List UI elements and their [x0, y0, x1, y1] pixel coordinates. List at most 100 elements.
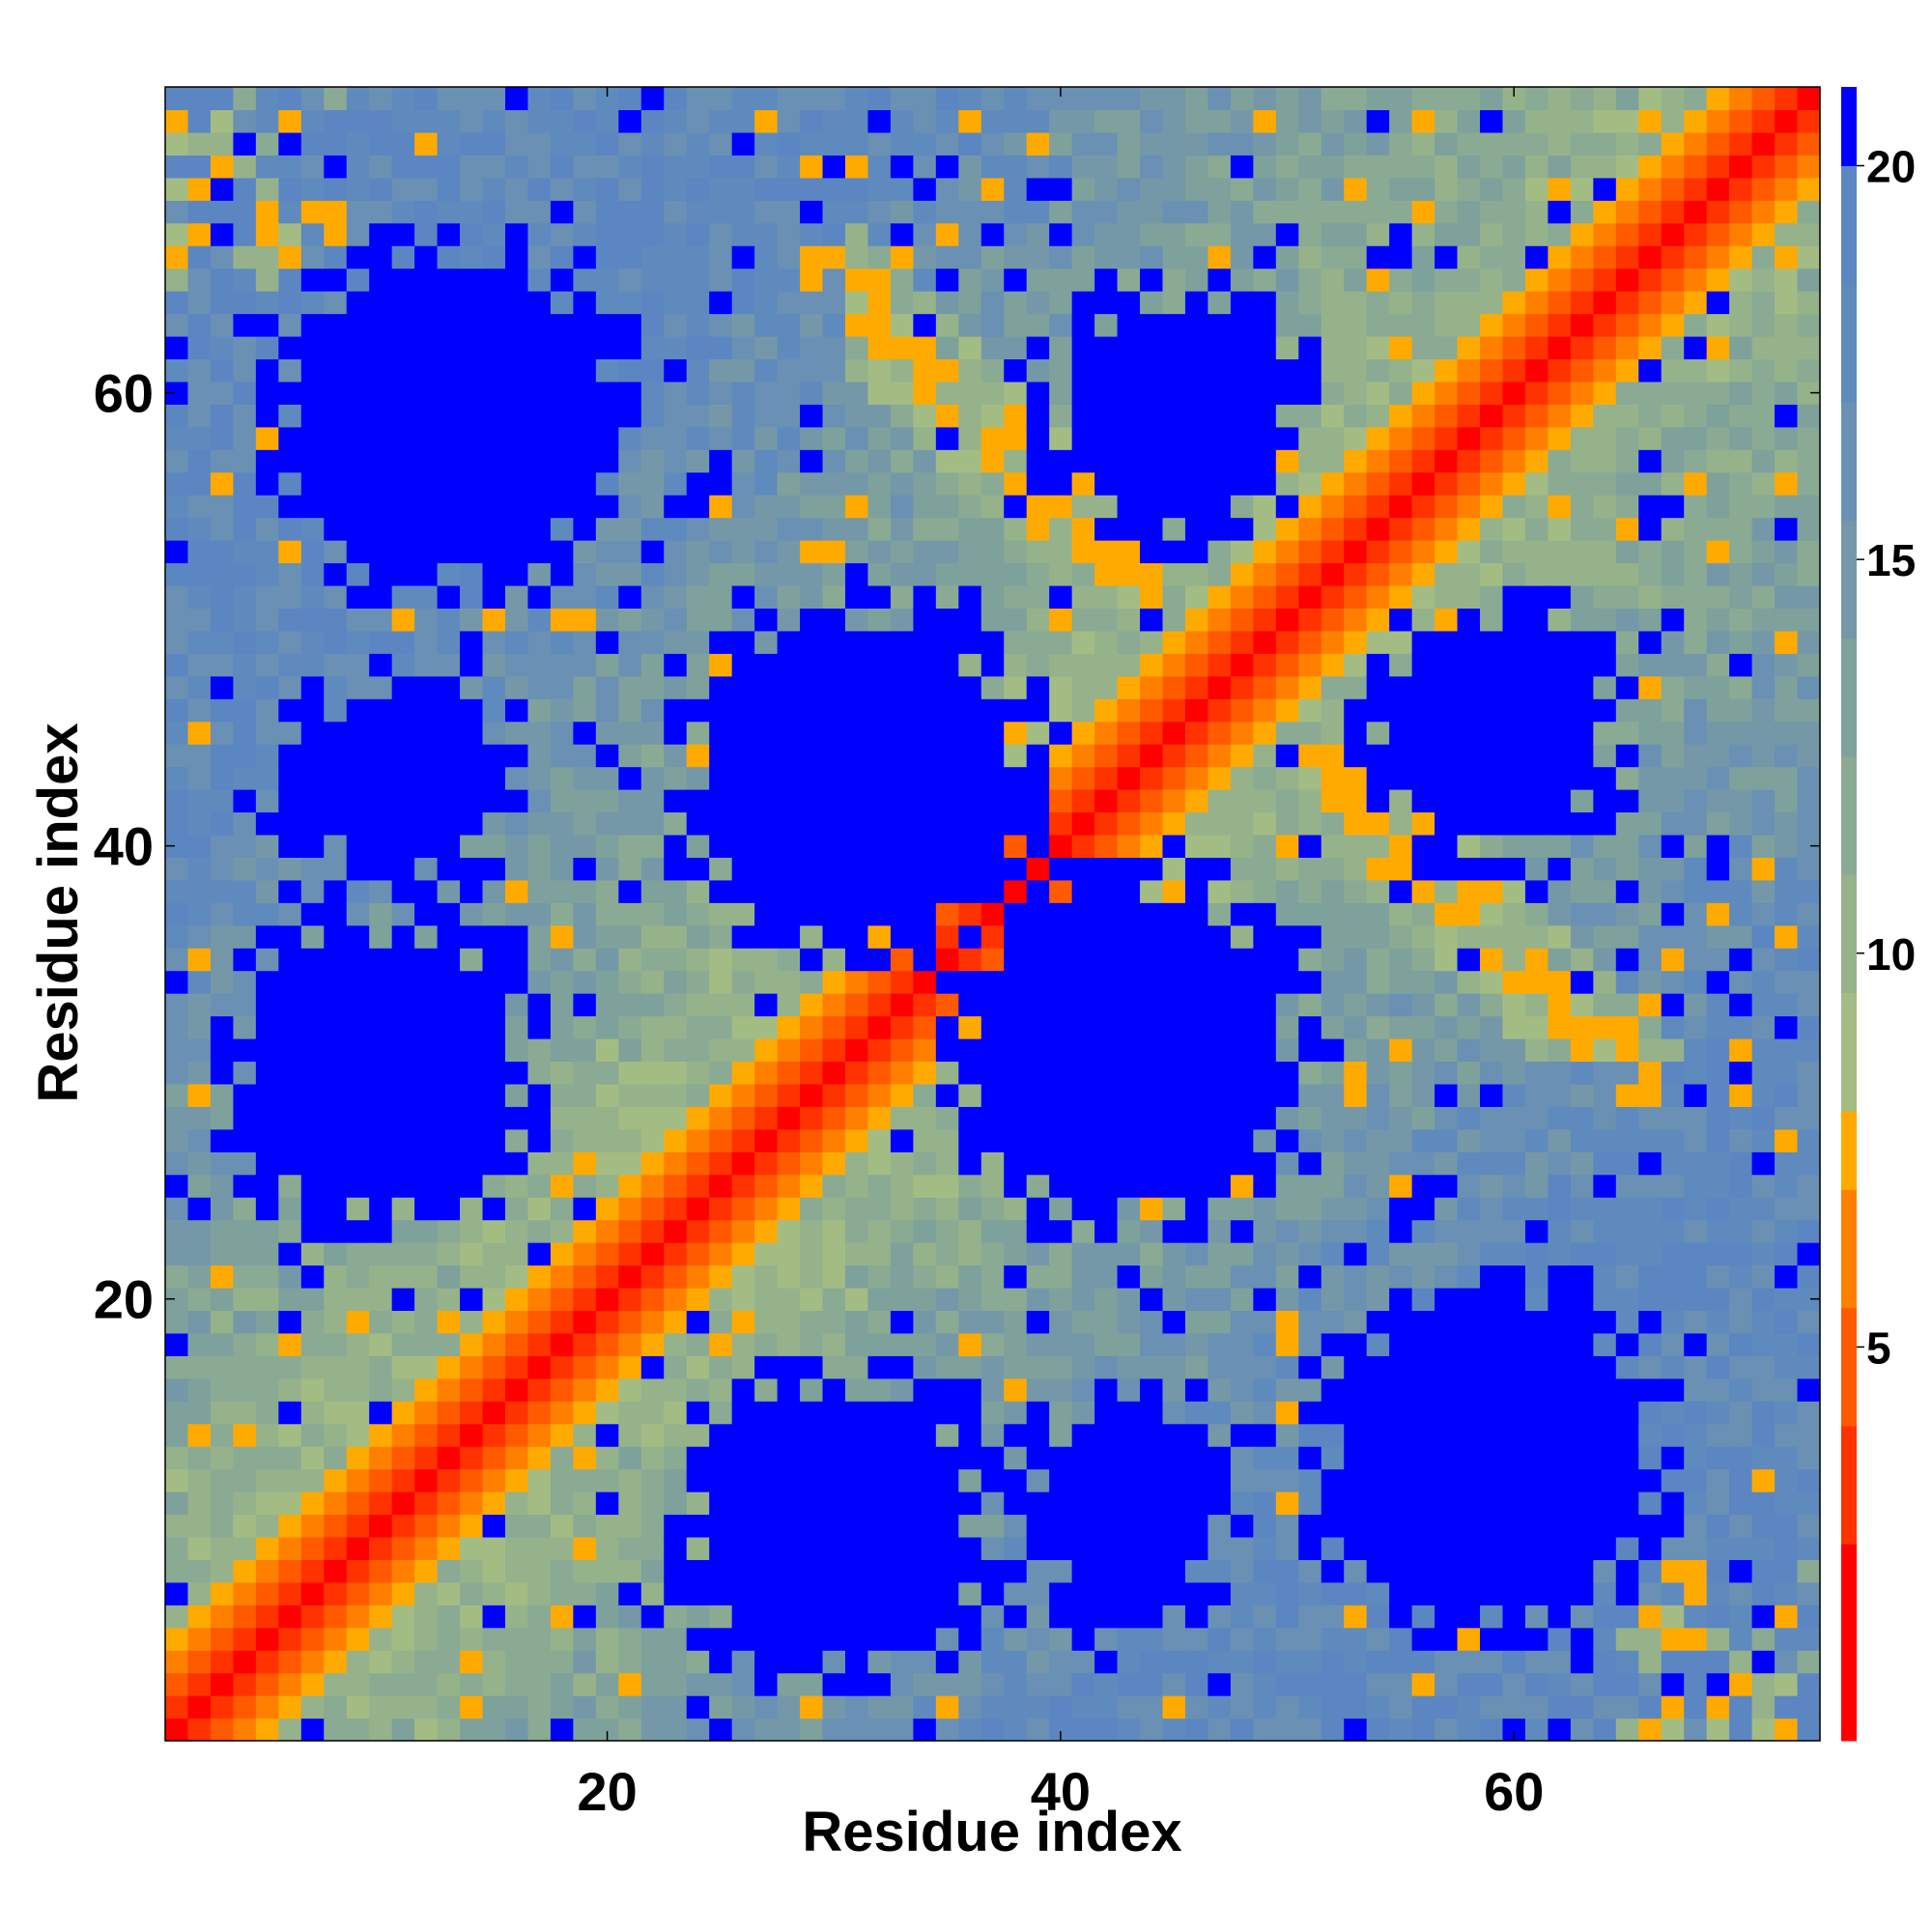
heatmap-cell — [1275, 970, 1299, 994]
heatmap-cell — [1684, 630, 1708, 654]
heatmap-cell — [1524, 562, 1549, 586]
heatmap-cell — [844, 245, 869, 270]
heatmap-cell — [1366, 471, 1390, 496]
heatmap-cell — [1230, 902, 1254, 926]
heatmap-cell — [777, 131, 801, 156]
heatmap-cell — [1638, 789, 1662, 813]
heatmap-cell — [1049, 1423, 1073, 1447]
heatmap-cell — [1253, 721, 1277, 745]
heatmap-cell — [437, 495, 461, 519]
heatmap-cell — [1524, 630, 1549, 654]
heatmap-cell — [1411, 404, 1435, 428]
heatmap-cell — [686, 789, 710, 813]
heatmap-cell — [844, 721, 869, 745]
heatmap-cell — [210, 426, 234, 450]
heatmap-cell — [980, 879, 1005, 903]
heatmap-cell — [414, 381, 439, 405]
heatmap-cell — [324, 245, 348, 270]
heatmap-cell — [1570, 1514, 1594, 1538]
heatmap-cell — [1411, 495, 1435, 519]
heatmap-cell — [414, 1401, 439, 1425]
heatmap-cell — [1684, 517, 1708, 541]
heatmap-cell — [1253, 698, 1277, 723]
heatmap-cell — [346, 540, 370, 564]
heatmap-cell — [1071, 1219, 1095, 1243]
heatmap-cell — [210, 1287, 234, 1312]
heatmap-cell — [618, 1106, 642, 1130]
heatmap-cell — [867, 131, 892, 156]
heatmap-cell — [754, 313, 779, 337]
heatmap-cell — [890, 1264, 914, 1289]
heatmap-cell — [1275, 495, 1299, 519]
heatmap-cell — [1049, 1061, 1073, 1085]
heatmap-cell — [255, 1468, 279, 1492]
heatmap-cell — [1162, 517, 1186, 541]
heatmap-cell — [844, 268, 869, 292]
heatmap-cell — [573, 313, 597, 337]
heatmap-cell — [1298, 584, 1322, 609]
heatmap-cell — [210, 335, 234, 360]
heatmap-cell — [1026, 1423, 1050, 1447]
heatmap-cell — [1593, 358, 1617, 383]
heatmap-cell — [935, 426, 959, 450]
heatmap-cell — [210, 834, 234, 858]
heatmap-cell — [527, 1536, 552, 1560]
heatmap-cell — [1321, 268, 1345, 292]
heatmap-cell — [777, 495, 801, 519]
heatmap-cell — [731, 1083, 755, 1107]
heatmap-cell — [1389, 1446, 1413, 1470]
heatmap-cell — [300, 630, 325, 654]
heatmap-cell — [187, 109, 212, 133]
heatmap-cell — [1230, 811, 1254, 836]
heatmap-cell — [1049, 495, 1073, 519]
heatmap-cell — [822, 653, 846, 677]
heatmap-cell — [1230, 449, 1254, 473]
heatmap-cell — [1208, 471, 1232, 496]
heatmap-cell — [754, 1128, 779, 1152]
heatmap-cell — [844, 562, 869, 586]
heatmap-cell — [1253, 1581, 1277, 1605]
heatmap-cell — [255, 1423, 279, 1447]
heatmap-cell — [278, 87, 302, 111]
heatmap-cell — [550, 245, 574, 270]
heatmap-cell — [1524, 1718, 1549, 1742]
heatmap-cell — [777, 426, 801, 450]
heatmap-cell — [278, 1151, 302, 1176]
heatmap-cell — [664, 1581, 688, 1605]
heatmap-cell — [1638, 449, 1662, 473]
heatmap-cell — [346, 1514, 370, 1538]
heatmap-cell — [1275, 1401, 1299, 1425]
heatmap-cell — [754, 653, 779, 677]
heatmap-cell — [391, 335, 415, 360]
heatmap-cell — [1094, 313, 1119, 337]
heatmap-cell — [640, 1401, 665, 1425]
heatmap-cell — [1208, 1174, 1232, 1198]
heatmap-cell — [369, 426, 393, 450]
heatmap-cell — [754, 222, 779, 246]
heatmap-cell — [1004, 562, 1028, 586]
heatmap-cell — [1117, 471, 1141, 496]
heatmap-cell — [1638, 335, 1662, 360]
heatmap-cell — [210, 1151, 234, 1176]
heatmap-cell — [165, 449, 189, 473]
heatmap-cell — [664, 109, 688, 133]
heatmap-cell — [1275, 1083, 1299, 1107]
heatmap-cell — [369, 1423, 393, 1447]
heatmap-cell — [867, 471, 892, 496]
heatmap-cell — [210, 1536, 234, 1560]
heatmap-cell — [504, 471, 529, 496]
heatmap-cell — [369, 1650, 393, 1674]
heatmap-cell — [935, 1514, 959, 1538]
heatmap-cell — [1638, 1514, 1662, 1538]
heatmap-cell — [595, 1106, 619, 1130]
heatmap-cell — [1661, 721, 1685, 745]
heatmap-cell — [460, 358, 484, 383]
heatmap-cell — [595, 1128, 619, 1152]
heatmap-cell — [1684, 948, 1708, 972]
heatmap-cell — [800, 902, 824, 926]
heatmap-cell — [504, 1197, 529, 1221]
heatmap-cell — [165, 1559, 189, 1583]
heatmap-cell — [1435, 1605, 1459, 1629]
heatmap-cell — [460, 721, 484, 745]
heatmap-cell — [1638, 1015, 1662, 1039]
